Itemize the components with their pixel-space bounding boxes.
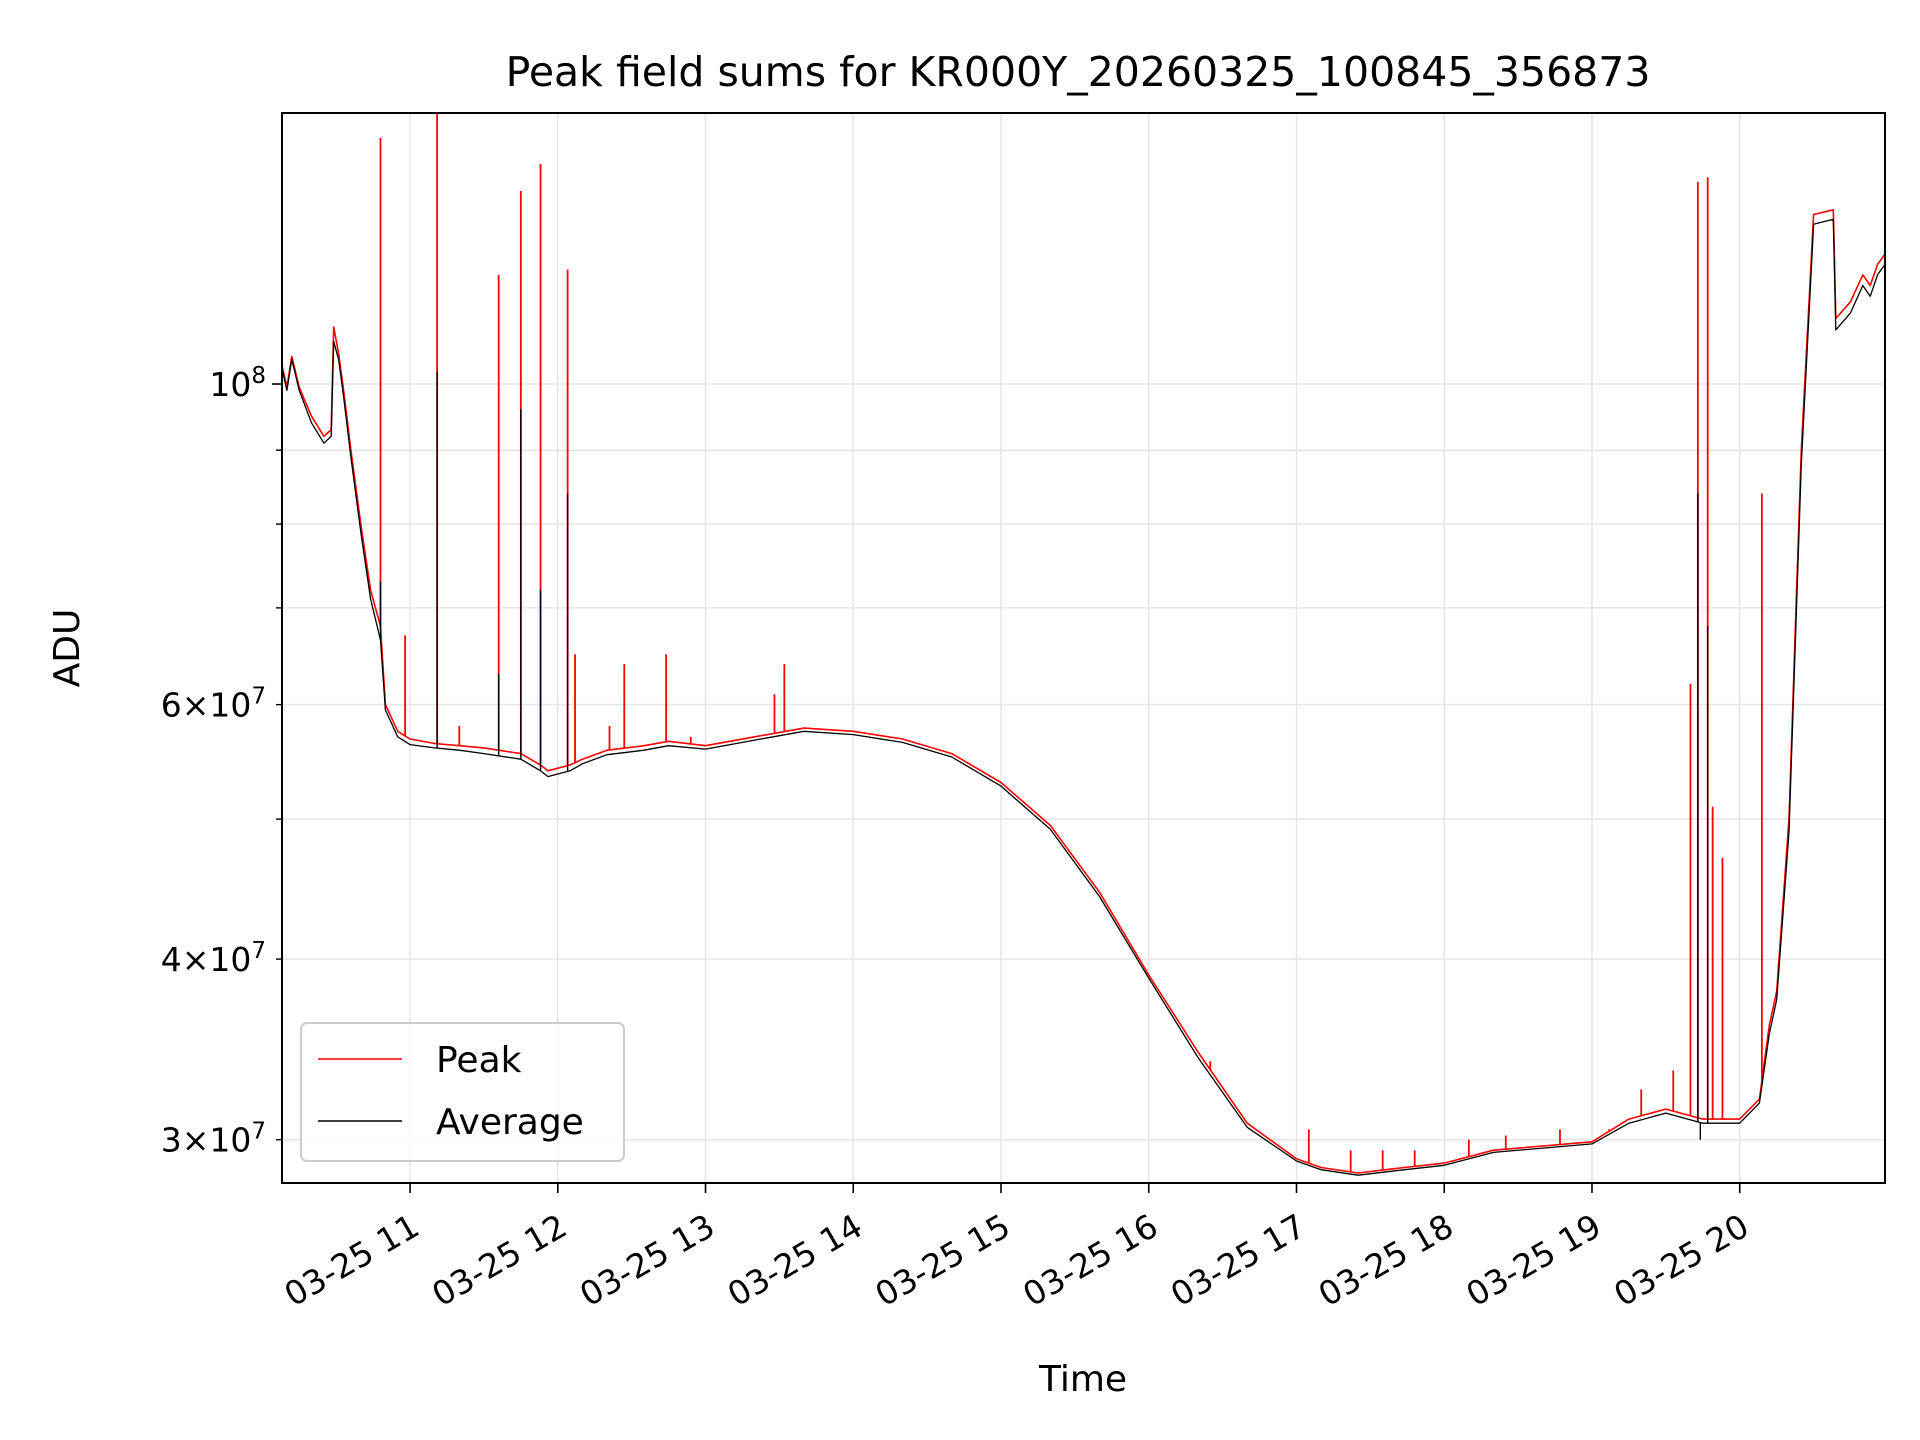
y-tick-label: 3×107	[161, 1119, 266, 1160]
y-tick-label: 108	[209, 363, 266, 404]
y-tick-label: 4×107	[161, 938, 266, 979]
y-tick-label: 6×107	[161, 684, 266, 725]
legend: Peak Average	[300, 1022, 625, 1162]
plot-series	[281, 113, 1886, 1176]
chart-title: Peak field sums for KR000Y_20260325_1008…	[506, 48, 1651, 96]
series-line-average	[281, 218, 1886, 1176]
x-axis-label: Time	[1038, 1359, 1127, 1400]
legend-label-peak: Peak	[436, 1040, 522, 1081]
plot-frame	[281, 112, 1886, 1184]
y-axis-label: ADU	[47, 609, 88, 688]
legend-box	[300, 1022, 625, 1162]
legend-label-average: Average	[436, 1102, 584, 1143]
series-line-peak	[281, 209, 1886, 1174]
